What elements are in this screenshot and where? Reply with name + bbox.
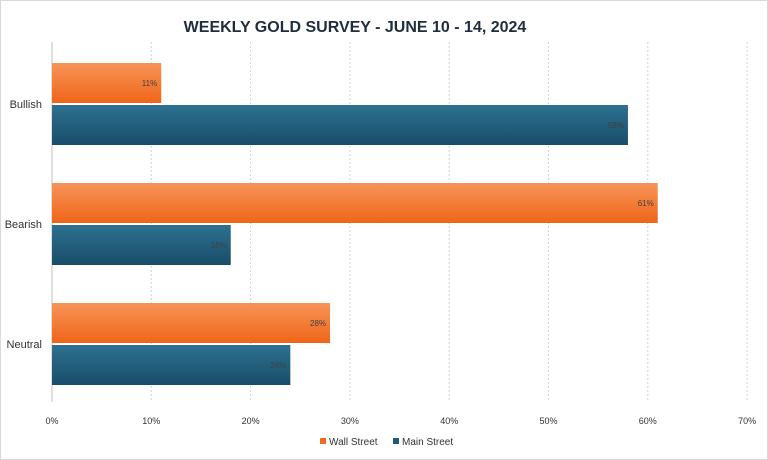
data-label: 11% [142, 79, 157, 88]
legend-label: Main Street [402, 437, 453, 448]
x-tick-label: 70% [738, 416, 756, 426]
x-tick-label: 20% [242, 416, 260, 426]
main-street-bar [52, 105, 628, 145]
legend-swatch [393, 438, 399, 444]
category-label: Bearish [5, 219, 42, 231]
x-tick-label: 0% [45, 416, 58, 426]
data-label: 28% [310, 319, 326, 328]
wall-street-bar [52, 63, 162, 103]
data-label: 18% [211, 241, 227, 250]
main-street-bar [52, 225, 231, 265]
wall-street-bar [52, 183, 658, 223]
legend-swatch [320, 438, 326, 444]
data-label: 58% [608, 121, 624, 130]
value-axis: 0% 10% 20% 30% 40% 50% 60% 70% [45, 416, 756, 426]
x-tick-label: 60% [639, 416, 657, 426]
bars [52, 63, 658, 385]
legend: Wall Street Main Street [320, 437, 453, 448]
main-street-bar [52, 345, 291, 385]
category-label: Bullish [10, 99, 42, 111]
data-label: 61% [638, 199, 654, 208]
category-axis: Bullish Bearish Neutral [5, 99, 42, 351]
x-tick-label: 10% [142, 416, 160, 426]
x-tick-label: 40% [440, 416, 458, 426]
x-tick-label: 50% [539, 416, 557, 426]
chart-title: WEEKLY GOLD SURVEY - JUNE 10 - 14, 2024 [184, 19, 527, 36]
data-label: 24% [270, 361, 286, 370]
x-tick-label: 30% [341, 416, 359, 426]
wall-street-bar [52, 303, 331, 343]
legend-label: Wall Street [329, 437, 378, 448]
data-labels: 11% 58% 61% 18% 28% 24% [142, 79, 654, 370]
category-label: Neutral [7, 339, 42, 351]
